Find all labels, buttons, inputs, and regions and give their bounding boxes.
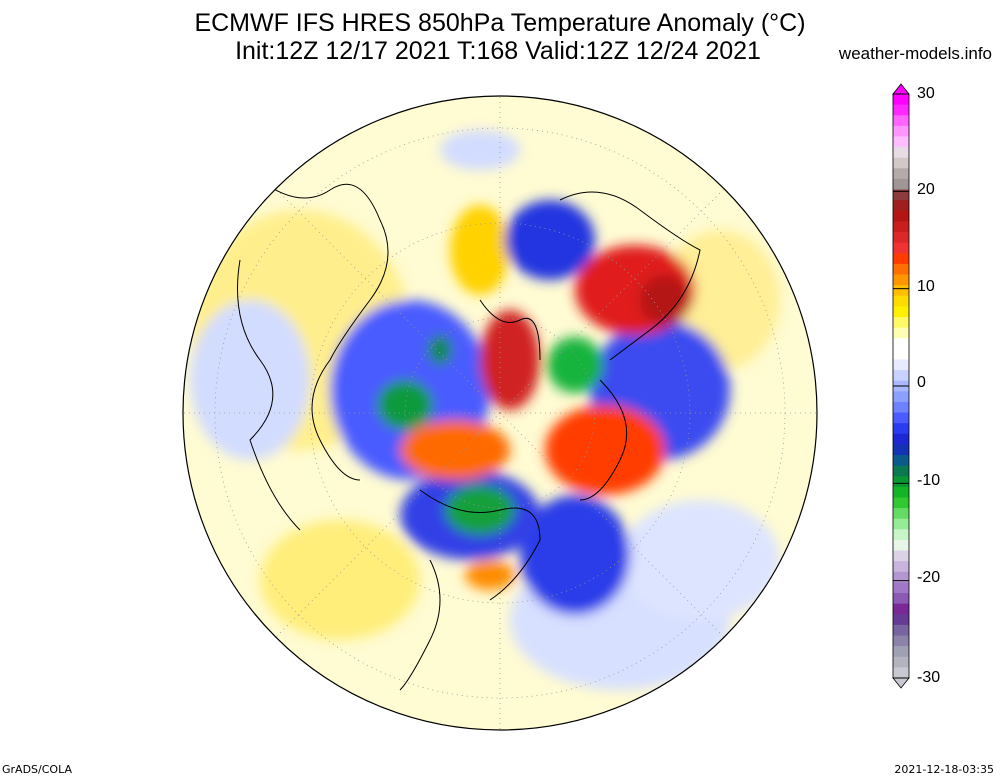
colorbar-segment: [893, 614, 909, 626]
colorbar-segment: [893, 593, 909, 605]
warm-anomaly: [640, 275, 690, 325]
anomaly-field: [183, 96, 817, 730]
colorbar-segment: [893, 571, 909, 583]
warm-anomaly: [545, 405, 665, 495]
colorbar-segment: [893, 338, 909, 350]
colorbar-segment: [893, 476, 909, 488]
colorbar-segment: [893, 327, 909, 339]
cool-patch: [440, 130, 520, 170]
colorbar-segment: [893, 242, 909, 254]
very-cold-patch: [445, 485, 515, 535]
colorbar-segment: [893, 412, 909, 424]
warm-anomaly: [480, 310, 540, 410]
chart-title: ECMWF IFS HRES 850hPa Temperature Anomal…: [194, 9, 806, 37]
colorbar-segment: [893, 529, 909, 541]
cold-patch: [520, 495, 630, 615]
colorbar-segment: [893, 210, 909, 222]
colorbar-segment: [893, 656, 909, 668]
warm-patch: [450, 205, 510, 295]
colorbar-segment: [893, 486, 909, 498]
colorbar-segment: [893, 561, 909, 573]
colorbar-segment: [893, 370, 909, 382]
colorbar-tick: 0: [917, 374, 926, 391]
colorbar-max-arrow: [892, 83, 910, 95]
colorbar-segment: [893, 465, 909, 477]
cool-patch: [190, 300, 310, 460]
very-cold-patch: [428, 335, 452, 365]
colorbar-segment: [893, 433, 909, 445]
colorbar-segment: [893, 635, 909, 647]
colorbar-tick: 10: [917, 278, 935, 295]
colorbar-segment: [893, 168, 909, 180]
cold-patch: [505, 200, 595, 280]
colorbar-segment: [893, 147, 909, 159]
colorbar-segment: [893, 306, 909, 318]
colorbar-segment: [893, 94, 909, 106]
colorbar-segment: [893, 348, 909, 360]
colorbar-segment: [893, 646, 909, 658]
colorbar-segment: [893, 624, 909, 637]
colorbar-tick: -30: [917, 669, 941, 686]
colorbar-segment: [893, 232, 909, 244]
colorbar-segment: [893, 104, 909, 116]
colorbar-segment: [893, 253, 909, 265]
colorbar-tick: -20: [917, 569, 941, 586]
warm-anomaly: [465, 560, 515, 590]
colorbar-segment: [893, 263, 909, 276]
colorbar-tick: 30: [917, 85, 935, 102]
footer-credit: GrADS/COLA: [2, 763, 72, 776]
colorbar-segment: [893, 603, 909, 615]
colorbar-segment: [893, 550, 909, 562]
colorbar-segment: [893, 667, 909, 679]
warm-anomaly: [400, 420, 510, 480]
map-boundary: [182, 95, 818, 731]
colorbar-segment: [893, 497, 909, 509]
colorbar-tick: -10: [917, 472, 941, 489]
colorbar-segment: [893, 200, 909, 212]
colorbar-segment: [893, 136, 909, 148]
cool-patch: [620, 500, 780, 620]
colorbar-segment: [893, 582, 909, 594]
warm-patch: [260, 520, 420, 640]
colorbar-segment: [893, 285, 909, 297]
colorbar-segment: [893, 401, 909, 414]
colorbar-segment: [893, 359, 909, 371]
colorbar-segment: [893, 189, 909, 201]
colorbar-segment: [893, 157, 909, 169]
graticule: [183, 96, 817, 730]
coastlines: [237, 179, 701, 691]
colorbar-segment: [893, 178, 909, 191]
colorbar-segment: [893, 274, 909, 286]
colorbar-segment: [893, 295, 909, 307]
colorbar-segment: [893, 423, 909, 435]
colorbar-segment: [893, 518, 909, 530]
colorbar-segment: [893, 316, 909, 329]
colorbar-segment: [893, 115, 909, 127]
very-cold-patch: [547, 337, 603, 393]
colorbar-segment: [893, 391, 909, 403]
colorbar-tick: 20: [917, 181, 935, 198]
colorbar-segment: [893, 125, 909, 137]
colorbar-segment: [893, 508, 909, 520]
source-label: weather-models.info: [838, 44, 992, 63]
colorbar-segment: [893, 444, 909, 456]
footer-timestamp: 2021-12-18-03:35: [894, 763, 994, 776]
colorbar-min-arrow: [892, 677, 910, 689]
colorbar-segment: [893, 539, 909, 552]
chart-subtitle: Init:12Z 12/17 2021 T:168 Valid:12Z 12/2…: [235, 37, 761, 65]
colorbar-segment: [893, 221, 909, 233]
colorbar-segment: [893, 455, 909, 467]
very-cold-patch: [377, 380, 433, 430]
